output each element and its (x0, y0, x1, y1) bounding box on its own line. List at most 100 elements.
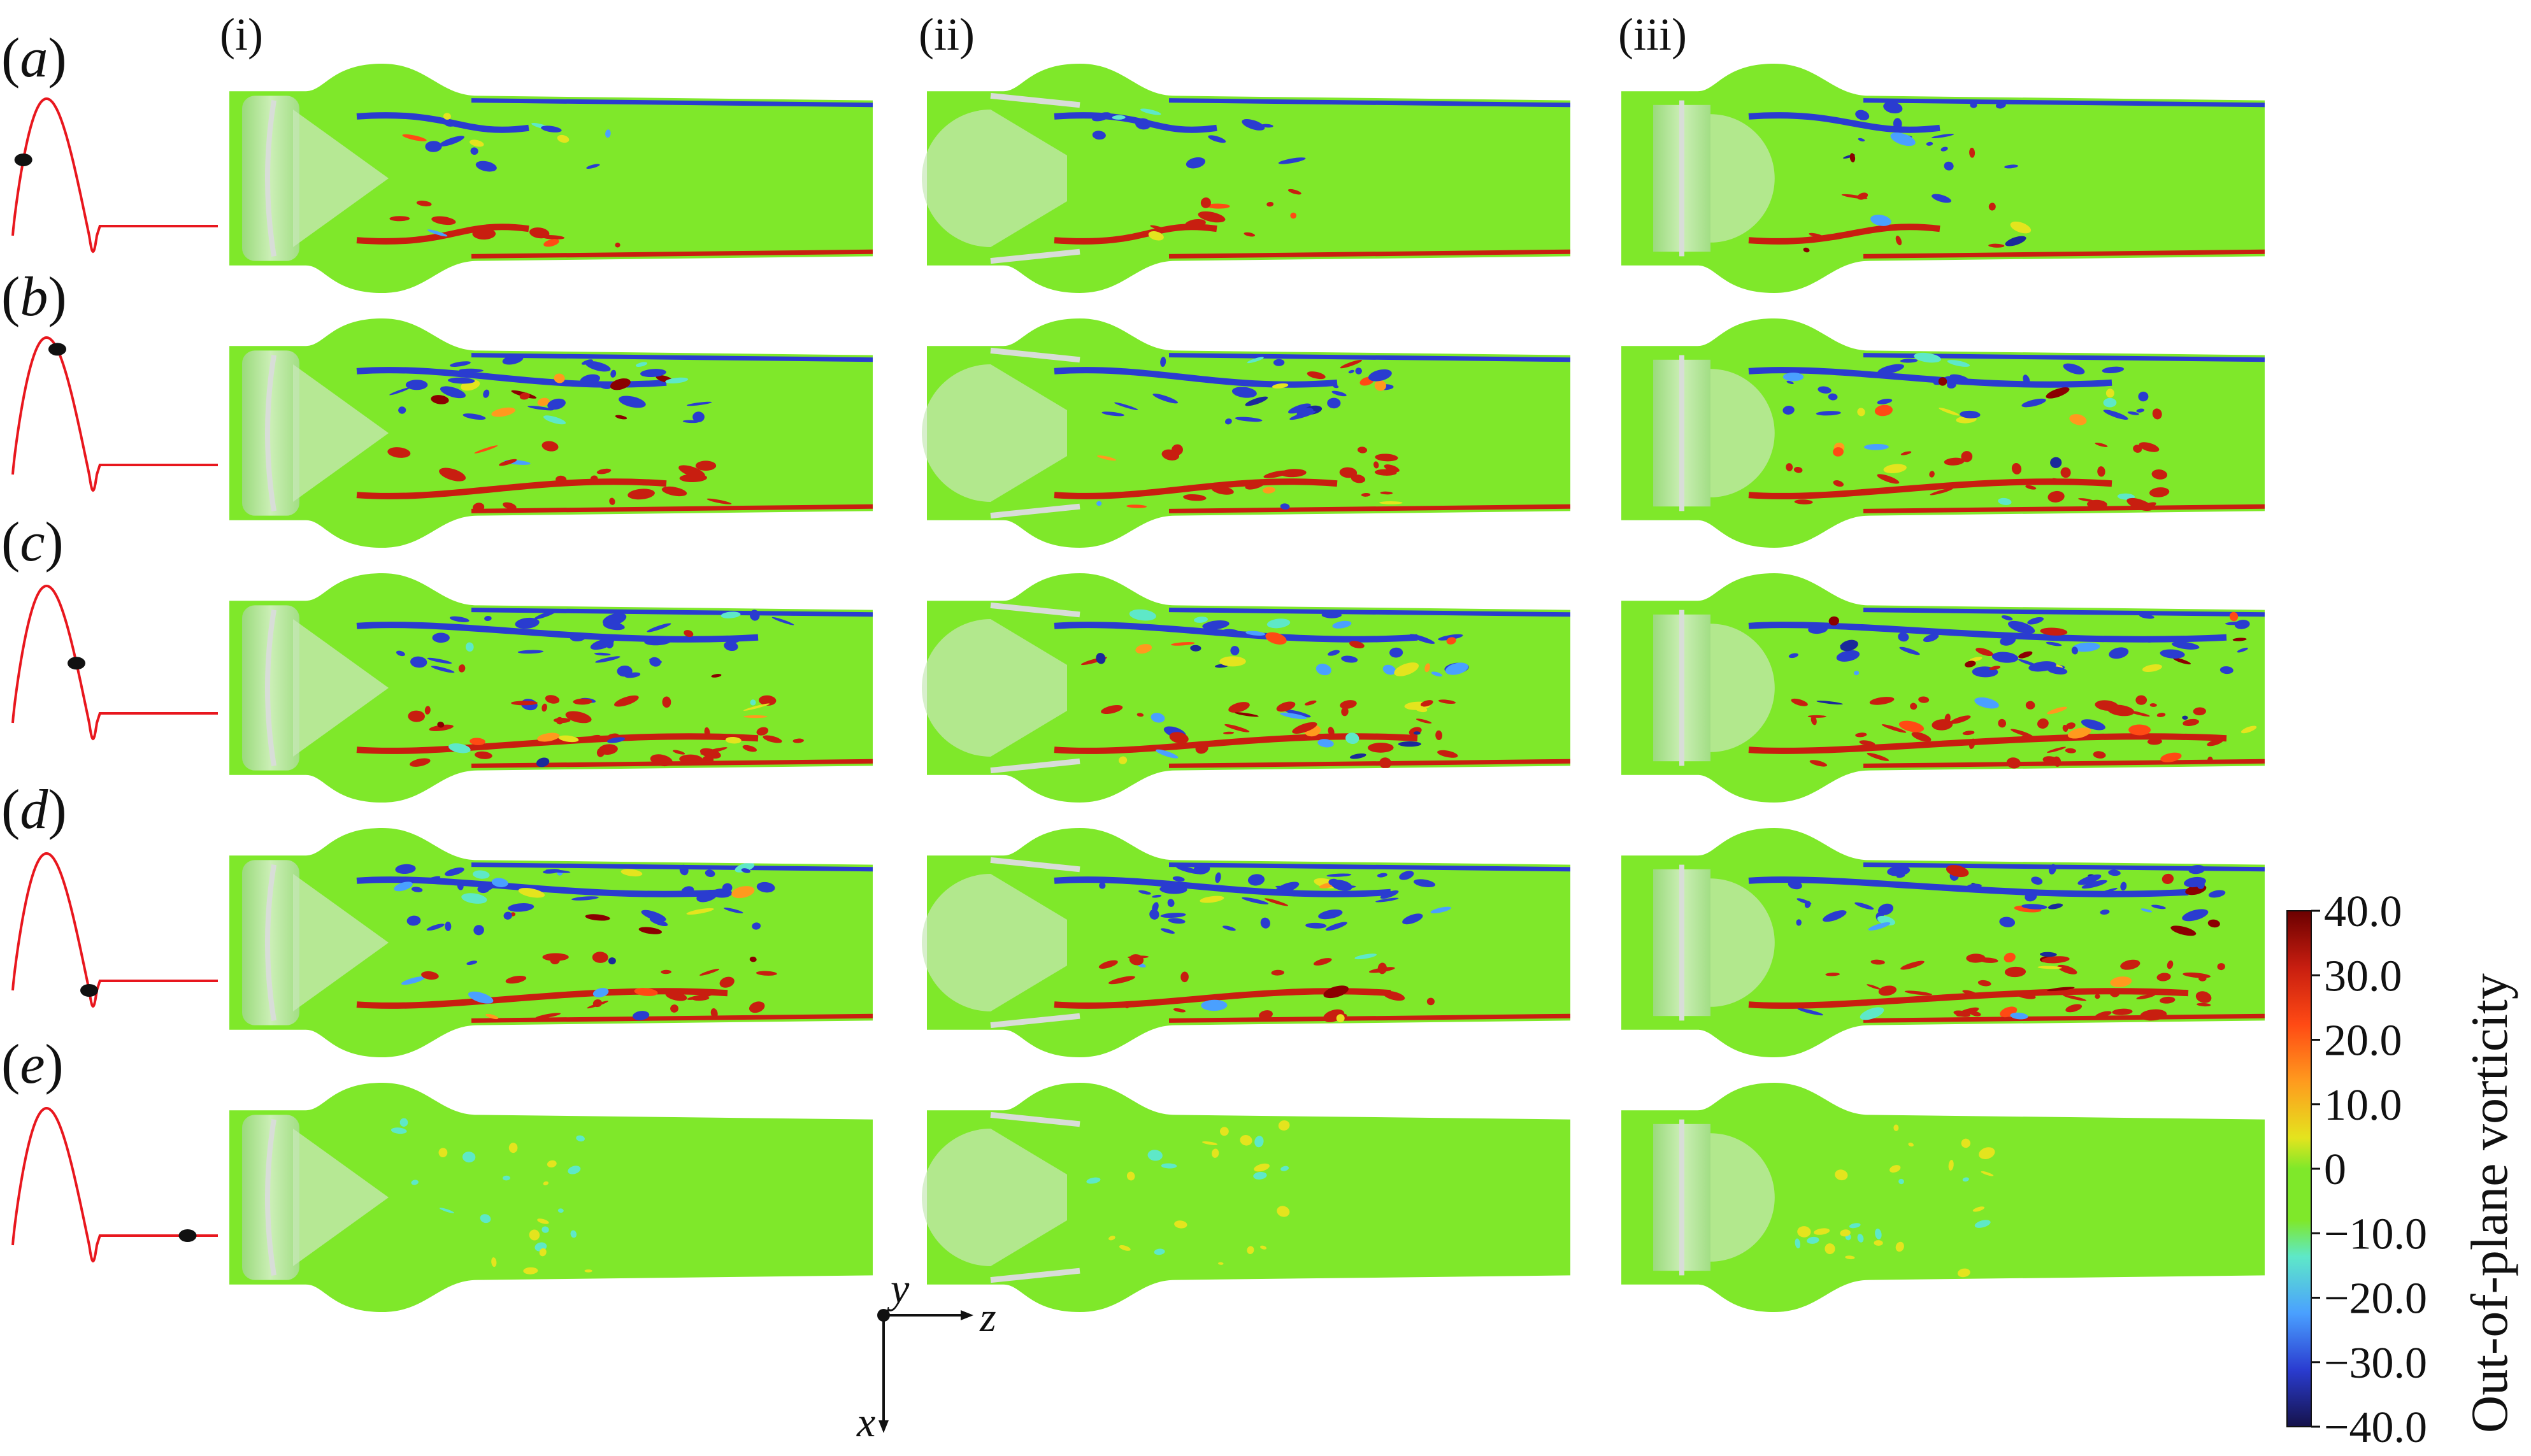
panel-c-iii (1621, 573, 2265, 803)
vortex-blob (2136, 408, 2145, 413)
vortex-blob (605, 129, 611, 138)
vortex-blob (1126, 504, 1147, 508)
vortex-blob (2156, 713, 2166, 717)
wall-shear-layer-top (1168, 608, 1570, 617)
vortex-blob (1840, 1229, 1851, 1237)
vortex-blob (1969, 147, 1975, 158)
vortex-blob (1245, 631, 1266, 636)
vortex-blob (389, 387, 410, 396)
vortex-blob (1889, 1165, 1901, 1173)
vortex-blob (1333, 385, 1339, 389)
vortex-blob (2046, 641, 2062, 646)
vortex-blob (1368, 967, 1395, 973)
vortex-blob (665, 377, 689, 384)
vortex-blob (662, 696, 671, 708)
vortex-blob (2160, 649, 2185, 659)
vortex-blob (1825, 1243, 1835, 1255)
vortex-blob (1278, 157, 1306, 164)
vortex-blob (539, 1248, 547, 1257)
vortex-blob (411, 1180, 419, 1185)
wall-shear-layer-bottom (1863, 249, 2265, 259)
vortex-blob (2046, 387, 2070, 399)
vortex-blob (1174, 1220, 1187, 1229)
vortex-blob (1156, 749, 1179, 759)
valve-disc (922, 364, 1067, 502)
vortex-blob (632, 1011, 650, 1020)
vortex-blob (2136, 994, 2155, 1000)
vortex-blob (1898, 720, 1925, 732)
valve-frame (265, 354, 276, 512)
waveform-insets (11, 97, 218, 1263)
vortex-blob (1975, 648, 1993, 657)
vortex-blob (523, 1267, 538, 1274)
vortex-blob (763, 735, 782, 743)
vortex-blob (1413, 879, 1436, 888)
vortex-blob (503, 1175, 510, 1181)
vortex-blob (1222, 629, 1239, 634)
vortex-blob (1970, 102, 1977, 108)
vortex-blob (1816, 411, 1841, 416)
jet-shear-layer-lower (356, 224, 529, 245)
vortex-blob (1374, 380, 1386, 391)
vortex-blob (2120, 881, 2127, 891)
valve-cap (1710, 1133, 1775, 1262)
vortex-blob (2172, 657, 2191, 665)
vortex-blob (610, 378, 631, 390)
vortex-blob (2078, 498, 2095, 502)
vortex-blob (1321, 611, 1342, 618)
valve-stent (242, 350, 299, 516)
jet-shear-layer-upper (1748, 876, 2189, 897)
row-label-a: (a) (1, 27, 67, 89)
vortex-blob (2225, 621, 2247, 625)
vortex-blob (1173, 1008, 1186, 1013)
vortex-blob (1375, 897, 1399, 903)
z-axis-label: z (979, 1294, 996, 1341)
vortex-blob (2188, 865, 2205, 874)
vortex-blob (2112, 1008, 2133, 1015)
flow-domain (229, 1083, 873, 1312)
vortex-blob (1200, 896, 1224, 903)
valve-frame (265, 864, 276, 1022)
vortex-structures (1054, 98, 1570, 259)
vortex-blob (692, 411, 705, 422)
vortex-blob (2014, 990, 2036, 999)
vortex-blob (2109, 647, 2129, 659)
vortex-blob (1340, 700, 1357, 709)
vortex-blob (650, 754, 673, 767)
vortex-blob (543, 415, 566, 425)
vortex-blob (1183, 494, 1207, 501)
vortex-blob (470, 139, 484, 147)
vortex-blob (1854, 671, 1860, 676)
vortex-blob (503, 911, 512, 920)
wall-shear-layer-bottom (1863, 504, 2265, 513)
vortex-blob (1318, 909, 1343, 920)
vortex-blob (1413, 731, 1421, 735)
column-label-iii: (iii) (1618, 9, 1687, 60)
valve-disc (922, 1129, 1067, 1266)
vortex-blob (1857, 1234, 1864, 1243)
vortex-blob (1235, 712, 1259, 717)
vortex-blob (1304, 700, 1317, 706)
vortex-blob (541, 703, 547, 712)
vortex-blob (590, 475, 598, 483)
vortex-blob (443, 113, 451, 120)
vortex-blob (1328, 878, 1339, 886)
vortex-blob (614, 695, 639, 707)
vortex-blob (1833, 447, 1844, 457)
vortex-blob (427, 657, 452, 664)
vortex-blob (1977, 980, 1991, 987)
vortex-blob (1893, 1124, 1899, 1131)
panel-a-ii (922, 64, 1570, 293)
vortex-blob (586, 164, 600, 169)
vortex-blob (724, 641, 738, 652)
vortex-blob (1445, 662, 1468, 675)
vortex-blob (1870, 959, 1885, 965)
vortex-blob (679, 864, 689, 876)
vortex-blob (2011, 462, 2022, 475)
vortex-blob (634, 988, 658, 996)
vortex-blob (1159, 885, 1187, 894)
vortex-blob (547, 1160, 557, 1167)
vortex-blob (1409, 634, 1435, 644)
vortex-blob (573, 698, 592, 705)
vortex-blob (439, 1208, 454, 1213)
